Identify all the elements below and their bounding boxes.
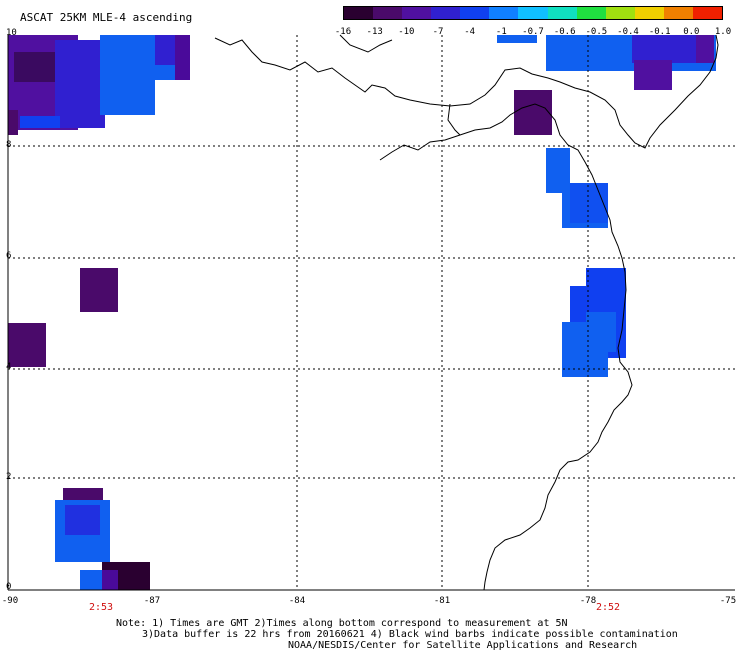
colorbar-label: -0.4	[617, 27, 639, 37]
colorbar-segment	[489, 7, 519, 19]
frame	[7, 35, 735, 591]
colorbar-segment	[402, 7, 432, 19]
colorbar	[343, 6, 723, 20]
colorbar-segment	[373, 7, 403, 19]
colorbar-label: -0.1	[648, 27, 671, 37]
colorbar-segment	[431, 7, 461, 19]
time-label: 2:53	[88, 602, 114, 613]
colorbar-label: -16	[334, 27, 352, 37]
x-tick-label: -87	[143, 596, 161, 606]
x-tick-label: -81	[433, 596, 451, 606]
colorbar-label: 0.0	[683, 27, 700, 37]
colorbar-label: -0.7	[522, 27, 544, 37]
colorbar-segment	[547, 7, 577, 19]
y-tick-label: 0	[6, 582, 12, 592]
data-cells	[8, 35, 716, 590]
colorbar-label: -0.6	[553, 27, 576, 37]
coastline	[214, 34, 719, 591]
colorbar-label: -10	[398, 27, 415, 37]
note-line-1: Note: 1) Times are GMT 2)Times along bot…	[116, 618, 568, 629]
map-title: ASCAT 25KM MLE-4 ascending	[20, 11, 193, 24]
colorbar-label: -1	[495, 27, 507, 37]
colorbar-segment	[634, 7, 664, 19]
colorbar-segment	[605, 7, 635, 19]
time-label: 2:52	[595, 602, 621, 613]
x-tick-label: -90	[1, 596, 19, 606]
colorbar-label: -4	[464, 27, 476, 37]
colorbar-label: 1.0	[714, 27, 732, 37]
y-tick-label: 10	[6, 28, 17, 38]
x-tick-label: -84	[288, 596, 306, 606]
colorbar-segment	[460, 7, 490, 19]
x-tick-label: -75	[719, 596, 737, 606]
note-line-3: NOAA/NESDIS/Center for Satellite Applica…	[288, 640, 638, 651]
colorbar-segment	[344, 7, 374, 19]
colorbar-segment	[692, 7, 723, 19]
grid-lines	[8, 35, 735, 590]
colorbar-segment	[663, 7, 693, 19]
colorbar-segment	[576, 7, 606, 19]
note-line-2: 3)Data buffer is 22 hrs from 20160621 4)…	[142, 629, 678, 640]
x-tick-label: -78	[579, 596, 597, 606]
colorbar-segment	[518, 7, 548, 19]
y-tick-label: 6	[6, 251, 12, 261]
colorbar-label: -13	[366, 27, 383, 37]
y-tick-label: 2	[6, 472, 12, 482]
y-tick-label: 4	[6, 362, 12, 372]
colorbar-label: -0.5	[585, 27, 608, 37]
y-tick-label: 8	[6, 140, 12, 150]
colorbar-label: -7	[432, 27, 444, 37]
